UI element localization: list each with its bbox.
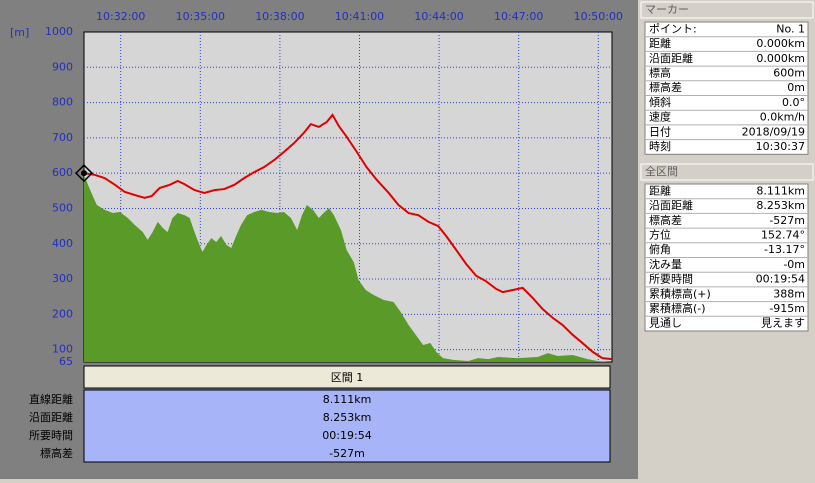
row-value: 8.111km — [323, 393, 372, 406]
marker-icon — [74, 164, 94, 183]
field-value: 600m — [773, 66, 805, 79]
row-label: 所要時間 — [29, 429, 73, 442]
panel-title-bar — [640, 163, 814, 181]
field-value: 00:19:54 — [756, 273, 805, 286]
y-tick-label: 100 — [52, 343, 73, 356]
field-value: 8.111km — [756, 184, 805, 197]
field-value: 見えます — [761, 317, 805, 330]
y-tick-label: 200 — [52, 307, 73, 320]
field-label: 傾斜 — [649, 95, 671, 109]
field-value: 10:30:37 — [756, 140, 805, 153]
field-label: 速度 — [649, 110, 671, 124]
field-value: -0m — [783, 258, 805, 271]
row-value: 00:19:54 — [322, 429, 371, 442]
field-value: 0.0° — [782, 96, 805, 109]
field-label: 累積標高(+) — [649, 286, 711, 300]
field-value: -13.17° — [764, 243, 805, 256]
field-label: 距離 — [649, 183, 671, 197]
row-value: -527m — [329, 447, 365, 460]
field-label: 累積標高(-) — [649, 301, 706, 315]
y-axis-unit: [m] — [10, 26, 29, 39]
y-tick-label: 400 — [52, 237, 73, 250]
field-label: 所要時間 — [649, 273, 693, 286]
y-tick-label: 1000 — [45, 25, 73, 38]
field-label: 俯角 — [649, 242, 671, 256]
row-label: 直線距離 — [29, 392, 73, 406]
x-tick-label: 10:41:00 — [335, 10, 384, 23]
field-label: 距離 — [649, 36, 671, 50]
y-tick-label: 65 — [59, 355, 73, 368]
field-label: 沿面距離 — [649, 198, 693, 212]
field-label: 標高差 — [649, 80, 682, 94]
field-label: 標高 — [649, 65, 671, 79]
field-label: 見通し — [649, 317, 682, 330]
panel-title-bar — [640, 1, 814, 19]
y-tick-label: 700 — [52, 131, 73, 144]
row-label: 標高差 — [40, 446, 73, 460]
field-value: -527m — [769, 214, 805, 227]
x-tick-label: 10:32:00 — [96, 10, 145, 23]
field-value: 8.253km — [756, 199, 805, 212]
x-tick-label: 10:44:00 — [414, 10, 463, 23]
panel-title: 全区間 — [645, 164, 678, 178]
field-label: 標高差 — [649, 213, 682, 227]
field-value: 0m — [787, 81, 805, 94]
field-value: 0.000km — [756, 37, 805, 50]
table-header-cell — [83, 365, 611, 389]
terrain-area — [84, 174, 610, 362]
x-tick-label: 10:50:00 — [574, 10, 623, 23]
field-label: 日付 — [649, 125, 671, 138]
panel-title: マーカー — [645, 3, 689, 16]
field-label: 時刻 — [649, 139, 671, 153]
x-tick-label: 10:38:00 — [255, 10, 304, 23]
y-tick-label: 900 — [52, 60, 73, 73]
field-value: 388m — [773, 287, 805, 300]
table-header: 区間 1 — [331, 371, 364, 384]
marker-icon-eye — [81, 170, 87, 177]
table-body — [83, 389, 611, 463]
y-tick-label: 600 — [52, 166, 73, 179]
field-value: 152.74° — [761, 228, 805, 241]
row-value: 8.253km — [323, 411, 372, 424]
field-value: -915m — [769, 302, 805, 315]
field-label: 方位 — [649, 227, 671, 241]
field-value: No. 1 — [776, 22, 805, 35]
y-tick-label: 500 — [52, 201, 73, 214]
x-tick-label: 10:35:00 — [176, 10, 225, 23]
field-label: 沈み量 — [649, 257, 682, 271]
x-tick-label: 10:47:00 — [494, 10, 543, 23]
row-label: 沿面距離 — [29, 410, 73, 424]
field-label: ポイント: — [649, 22, 697, 35]
y-tick-label: 300 — [52, 272, 73, 285]
field-value: 0.000km — [756, 52, 805, 65]
field-value: 0.0km/h — [760, 111, 805, 124]
field-value: 2018/09/19 — [742, 125, 805, 138]
y-tick-label: 800 — [52, 96, 73, 109]
route-line — [83, 113, 613, 361]
field-label: 沿面距離 — [649, 51, 693, 65]
panel-body — [644, 21, 809, 155]
